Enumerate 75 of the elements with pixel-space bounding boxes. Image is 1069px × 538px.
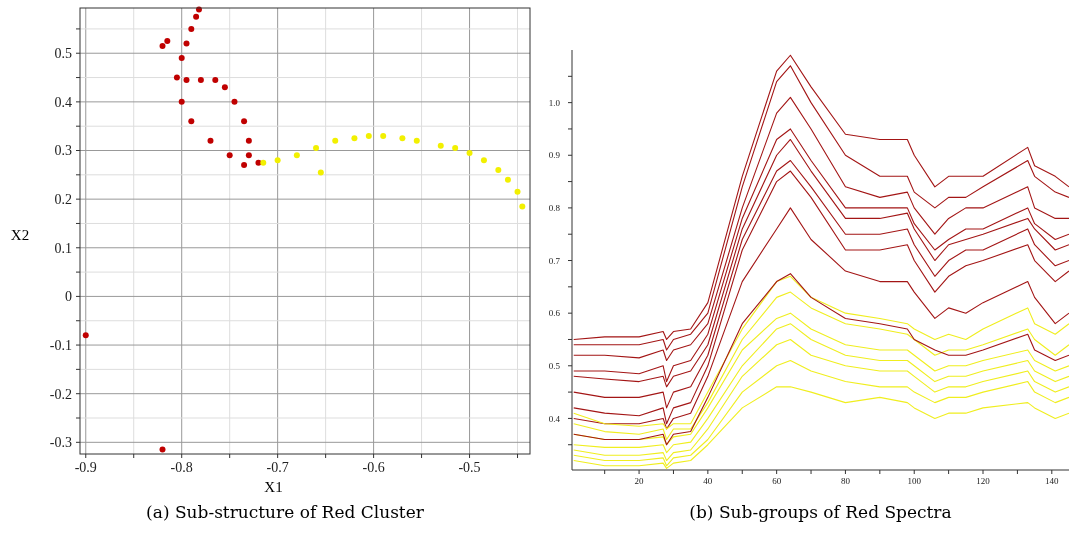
point (188, 118, 195, 125)
point (504, 176, 511, 183)
y-tick-label: 0.2 (54, 192, 72, 208)
point (178, 55, 185, 62)
y-tick-label: 0.7 (548, 255, 561, 266)
point (332, 137, 339, 144)
point (241, 118, 248, 125)
point (245, 152, 252, 159)
x-tick-label: -0.5 (458, 460, 481, 475)
x-tick-label: -0.9 (74, 460, 97, 475)
point (159, 42, 166, 49)
point (241, 162, 248, 169)
x-tick-label: 80 (840, 476, 851, 486)
point (245, 137, 252, 144)
point (164, 38, 171, 45)
text: (a) Sub-structure of Red Cluster (146, 502, 425, 522)
text: (b) Sub-groups of Red Spectra (689, 502, 952, 522)
x-tick-label: -0.7 (266, 460, 289, 475)
point (293, 152, 300, 159)
point (197, 76, 204, 83)
y-tick-label: 1.0 (548, 97, 561, 108)
point (480, 157, 487, 164)
y-tick-label: -0.2 (49, 386, 72, 402)
x-tick-label: 60 (772, 476, 782, 486)
point (183, 40, 190, 47)
point (495, 166, 502, 173)
point (313, 145, 320, 152)
point (255, 159, 262, 166)
point (399, 135, 406, 142)
x-tick-label: 40 (703, 476, 713, 486)
y-tick-label: 0.4 (54, 94, 72, 110)
point (212, 76, 219, 83)
x-tick-label: 140 (1045, 476, 1060, 486)
point (231, 98, 238, 105)
point (159, 446, 166, 453)
point (274, 157, 281, 164)
y-tick-label: 0.4 (548, 413, 561, 424)
y-tick-label: 0.9 (548, 150, 561, 161)
point (260, 159, 267, 166)
point (226, 152, 233, 159)
y-axis-title: X2 (10, 227, 30, 244)
y-tick-label: -0.3 (49, 435, 72, 451)
point (452, 145, 459, 152)
point (519, 203, 526, 210)
x-tick-label: 100 (907, 476, 922, 486)
point (514, 188, 521, 195)
point (178, 98, 185, 105)
x-tick-label: -0.8 (170, 460, 193, 475)
point (351, 135, 358, 142)
point (413, 137, 420, 144)
point (173, 74, 180, 81)
y-tick-label: 0 (65, 289, 72, 305)
y-tick-label: 0.5 (54, 46, 72, 62)
point (82, 332, 89, 339)
y-tick-label: 0.8 (548, 203, 561, 214)
point (380, 132, 387, 139)
line-series (573, 338, 1069, 462)
point (207, 137, 214, 144)
x-tick-label: 120 (976, 476, 991, 486)
point (183, 76, 190, 83)
y-tick-label: 0.1 (54, 240, 72, 256)
y-tick-label: 0.6 (548, 308, 561, 319)
point (193, 13, 200, 20)
y-tick-label: 0.3 (54, 143, 72, 159)
point (466, 149, 473, 156)
point (437, 142, 444, 149)
point (365, 132, 372, 139)
point (317, 169, 324, 176)
point (221, 84, 228, 91)
x-tick-label: 20 (634, 476, 645, 486)
y-tick-label: -0.1 (49, 337, 72, 353)
point (188, 25, 195, 32)
x-tick-label: -0.6 (362, 460, 385, 475)
x-axis-title: X1 (264, 479, 283, 495)
y-tick-label: 0.5 (548, 360, 561, 371)
